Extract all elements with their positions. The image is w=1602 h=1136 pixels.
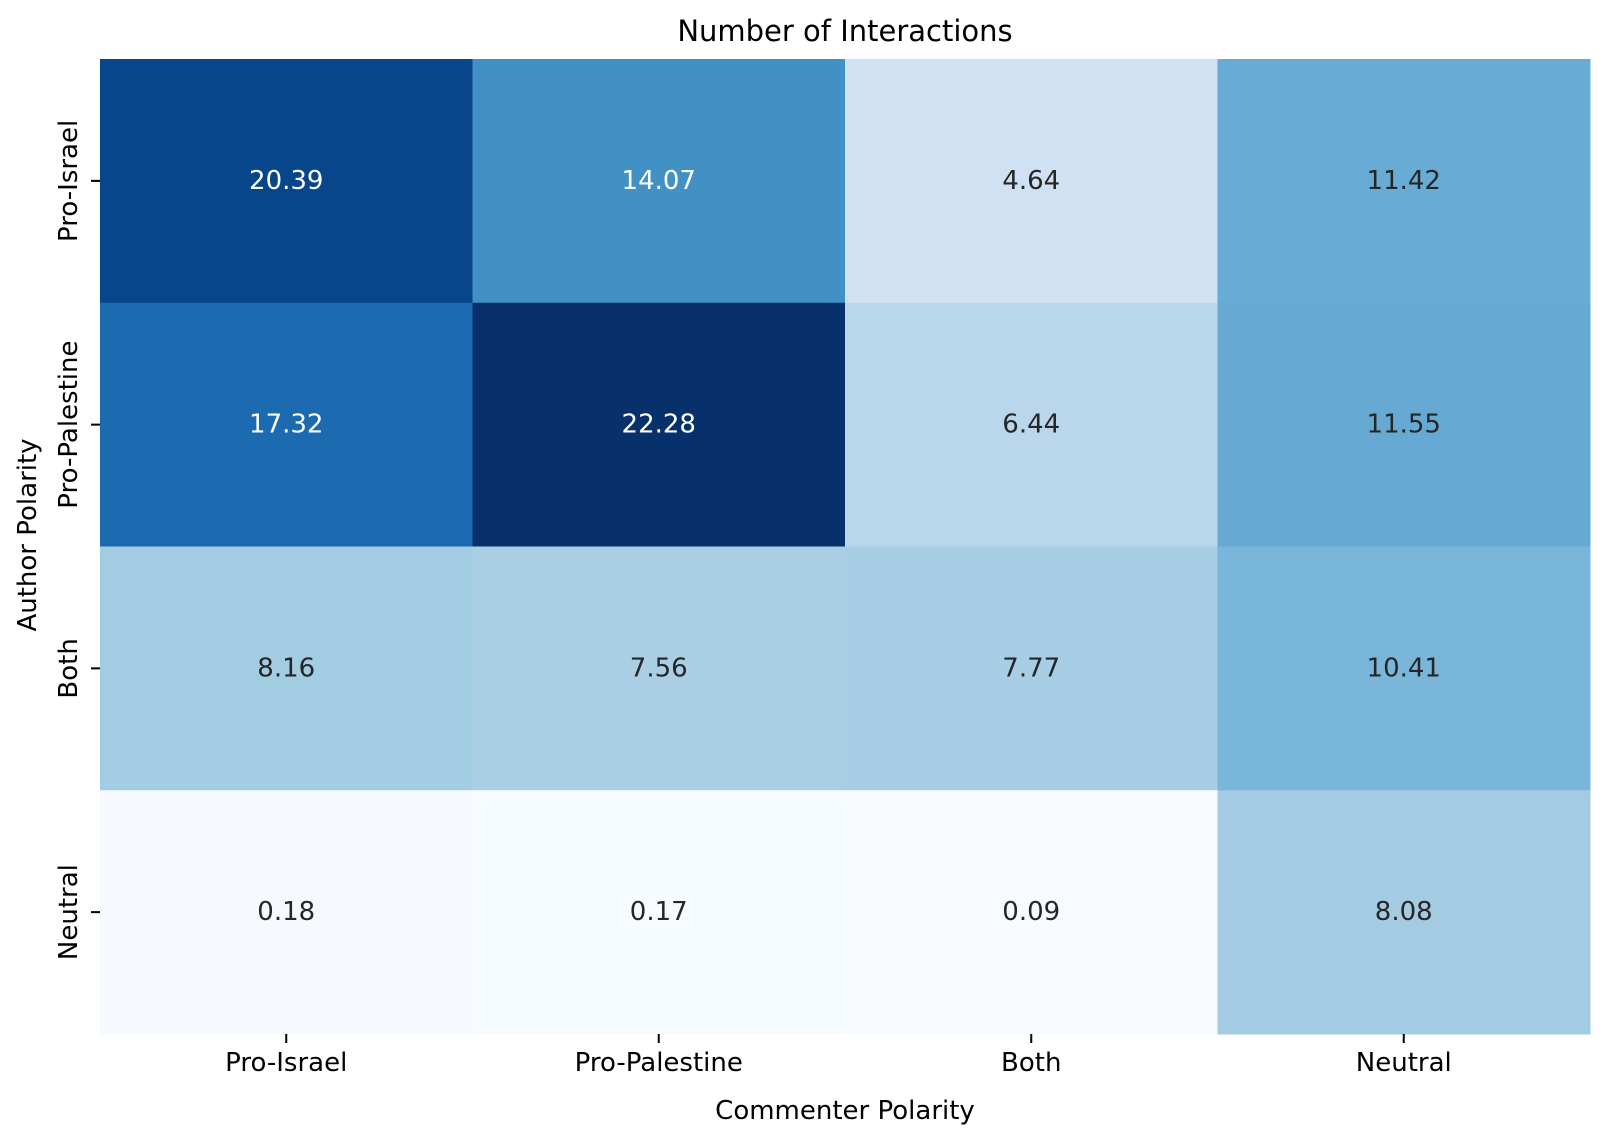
cell-value-pro-israel-pro-palestine: 14.07 — [622, 166, 696, 196]
cell-value-neutral-both: 0.09 — [1002, 897, 1060, 927]
y-axis-label: Author Polarity — [13, 438, 43, 631]
cell-value-both-pro-israel: 8.16 — [257, 653, 315, 683]
cell-value-pro-israel-pro-israel: 20.39 — [249, 166, 323, 196]
y-tick-label-neutral: Neutral — [54, 864, 84, 960]
heatmap-cell-pro-israel-pro-palestine — [472, 59, 846, 304]
cell-value-pro-palestine-pro-palestine: 22.28 — [622, 410, 696, 440]
heatmap-cell-both-pro-palestine — [472, 546, 846, 791]
cell-value-both-both: 7.77 — [1002, 653, 1060, 683]
heatmap-cell-pro-palestine-neutral — [1217, 302, 1591, 547]
chart-title: Number of Interactions — [677, 14, 1012, 48]
y-axis-ticks: Pro-Israel Pro-Palestine Both Neutral — [54, 120, 100, 960]
heatmap-cell-both-both — [845, 546, 1218, 791]
heatmap-cell-neutral-pro-palestine — [472, 790, 846, 1035]
x-tick-label-neutral: Neutral — [1356, 1048, 1452, 1078]
heatmap-cell-pro-palestine-pro-palestine — [472, 302, 846, 547]
y-tick-label-pro-palestine: Pro-Palestine — [54, 341, 84, 509]
heatmap-cells — [100, 59, 1591, 1035]
heatmap-cell-pro-palestine-both — [845, 302, 1218, 547]
heatmap-cell-pro-israel-pro-israel — [100, 59, 473, 304]
heatmap-cell-both-pro-israel — [100, 546, 473, 791]
x-tick-label-pro-israel: Pro-Israel — [225, 1048, 347, 1078]
x-axis-label: Commenter Polarity — [715, 1096, 975, 1126]
cell-value-both-neutral: 10.41 — [1367, 653, 1441, 683]
cell-value-pro-palestine-pro-israel: 17.32 — [249, 410, 323, 440]
cell-value-neutral-pro-palestine: 0.17 — [630, 897, 688, 927]
cell-value-pro-israel-neutral: 11.42 — [1367, 166, 1441, 196]
y-tick-label-both: Both — [54, 638, 84, 698]
heatmap-cell-neutral-pro-israel — [100, 790, 473, 1035]
cell-value-neutral-neutral: 8.08 — [1375, 897, 1433, 927]
x-axis-ticks: Pro-Israel Pro-Palestine Both Neutral — [225, 1034, 1452, 1078]
heatmap-cell-pro-israel-both — [845, 59, 1218, 304]
heatmap-cell-pro-israel-neutral — [1217, 59, 1591, 304]
cell-value-pro-palestine-neutral: 11.55 — [1367, 410, 1441, 440]
heatmap-cell-pro-palestine-pro-israel — [100, 302, 473, 547]
heatmap-cell-both-neutral — [1217, 546, 1591, 791]
heatmap-cell-neutral-both — [845, 790, 1218, 1035]
cell-value-both-pro-palestine: 7.56 — [630, 653, 688, 683]
heatmap-cell-neutral-neutral — [1217, 790, 1591, 1035]
x-tick-label-both: Both — [1001, 1048, 1061, 1078]
y-tick-label-pro-israel: Pro-Israel — [54, 120, 84, 242]
cell-annotations: 20.39 14.07 4.64 11.42 17.32 22.28 6.44 11.55 8.… — [249, 166, 1441, 927]
cell-value-pro-israel-both: 4.64 — [1002, 166, 1060, 196]
cell-value-neutral-pro-israel: 0.18 — [257, 897, 315, 927]
x-tick-label-pro-palestine: Pro-Palestine — [575, 1048, 743, 1078]
cell-value-pro-palestine-both: 6.44 — [1002, 410, 1060, 440]
